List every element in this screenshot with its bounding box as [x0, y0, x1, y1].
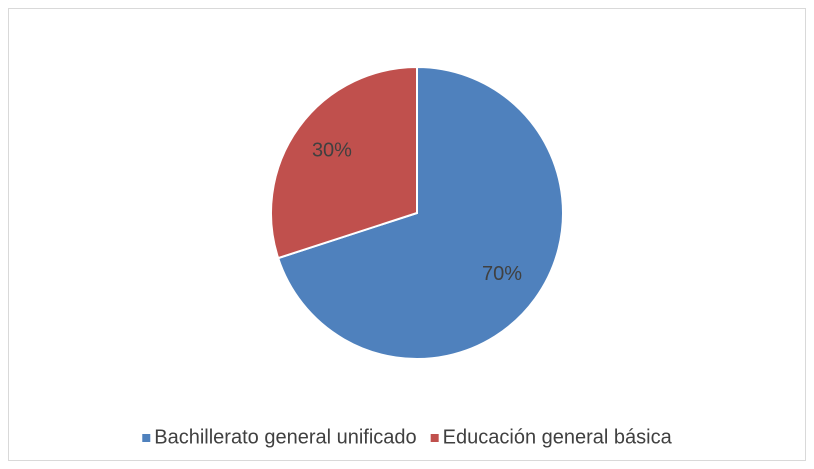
pie-slice: [270, 65, 418, 260]
legend-marker: [142, 434, 151, 442]
pie-slice: [276, 65, 564, 360]
legend-label: Educación general básica: [443, 426, 673, 448]
data-label: 70%: [482, 263, 522, 285]
legend-label: Bachillerato general unificado: [154, 426, 416, 448]
legend-marker: [430, 434, 439, 442]
data-label: 30%: [312, 139, 352, 161]
